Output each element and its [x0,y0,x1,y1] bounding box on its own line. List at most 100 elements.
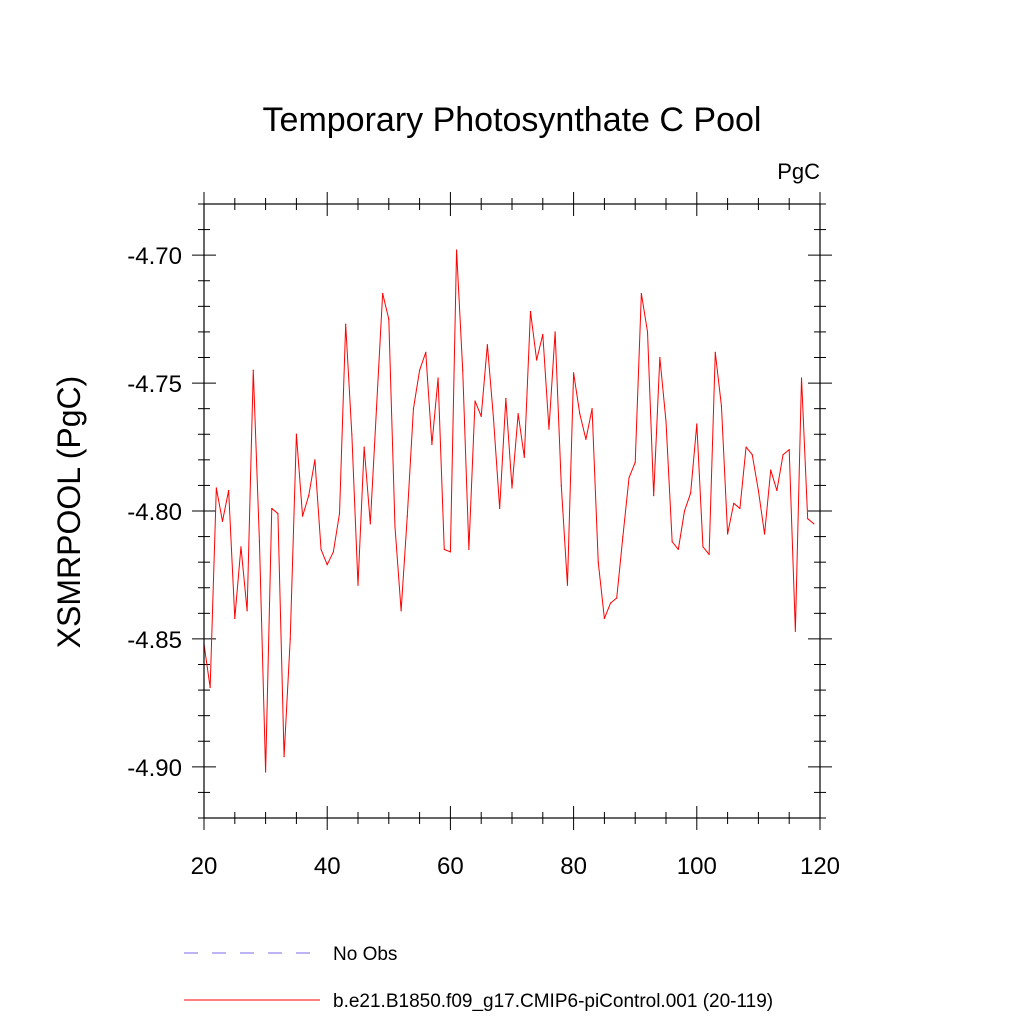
data-point [492,418,495,420]
data-point [209,686,211,689]
data-point [443,548,445,550]
legend: No Obs b.e21.B1850.f09_g17.CMIP6-piContr… [184,944,773,1012]
data-point [338,512,341,515]
data-point [585,438,587,440]
data-point [794,630,796,632]
data-point [265,771,267,773]
data-point [813,523,815,525]
data-point [714,351,716,353]
y-tick-label: -4.90 [127,755,182,782]
data-point [449,551,451,553]
data-point [757,489,760,492]
data-point [332,551,334,553]
data-point [240,546,242,548]
data-point [369,523,371,525]
y-tick-label: -4.80 [127,499,182,526]
data-point [523,456,525,458]
data-point [634,461,636,463]
data-point [301,515,304,517]
data-point [776,489,778,492]
data-point [536,359,538,361]
x-tick-label: 80 [560,853,587,880]
data-point [696,423,698,425]
data-point [782,454,784,456]
data-point [659,356,661,359]
data-point [308,495,310,497]
data-point [474,400,476,402]
data-point [573,372,575,374]
data-point [400,610,402,612]
x-tick-label: 40 [314,853,341,880]
data-point [579,413,581,415]
chart-title: Temporary Photosynthate C Pool [263,101,762,139]
data-point [591,408,593,410]
data-point [375,408,378,410]
data-point [628,477,630,479]
data-point [763,533,766,535]
data-point [221,520,224,522]
data-point [412,408,415,410]
data-point [431,443,433,446]
data-point [326,564,328,566]
data-point [653,495,655,497]
y-tick-label: -4.85 [127,627,182,654]
data-point [511,487,513,489]
legend-label-model: b.e21.B1850.f09_g17.CMIP6-piControl.001 … [333,991,773,1012]
data-point [406,515,408,517]
data-point [770,469,772,471]
plot-frame [203,203,821,819]
data-point [622,535,624,538]
data-point [314,459,316,461]
x-tick-label: 20 [191,853,218,880]
data-point [677,548,679,550]
data-point [468,548,470,550]
data-point [283,756,285,758]
x-tick-label: 100 [677,853,717,880]
data-point [616,597,618,599]
data-point [609,602,612,604]
y-tick-label: -4.75 [127,371,182,398]
data-point [394,525,396,527]
data-point [252,369,254,371]
data-point [708,553,710,556]
y-tick-label: -4.70 [127,243,182,270]
data-point [462,369,464,371]
data-point [517,413,519,415]
data-point [597,561,599,563]
data-point [683,510,686,512]
data-point [228,489,230,492]
data-point [560,484,562,487]
data-point [739,507,741,510]
data-point [234,617,236,620]
x-tick-label: 120 [800,853,840,880]
axis-ticks [192,192,832,830]
data-point [271,507,273,510]
data-point [733,502,735,504]
data-point [529,310,532,313]
data-point [277,512,279,515]
series-line [203,249,815,773]
data-point [320,548,322,550]
data-point [548,428,550,430]
data-point [690,492,692,494]
data-point [295,433,297,435]
data-point [345,323,347,325]
data-point [455,249,458,251]
data-point [258,541,261,543]
y-axis-label: XSMRPOOL (PgC) [51,376,87,649]
units-label: PgC [777,159,820,184]
data-point [357,584,359,586]
data-point [215,487,217,489]
data-point [671,541,673,543]
data-point [542,333,544,336]
data-point [646,331,649,333]
data-point [807,518,809,520]
data-point [289,638,291,640]
data-point [437,377,439,379]
data-point [480,415,482,417]
data-point [788,449,790,451]
axis-tick-labels: 20 40 60 80 100 120 -4.70 -4.75 -4.80 -4.85 -4.90 [127,243,840,880]
data-point [727,533,729,535]
data-point [505,397,507,400]
